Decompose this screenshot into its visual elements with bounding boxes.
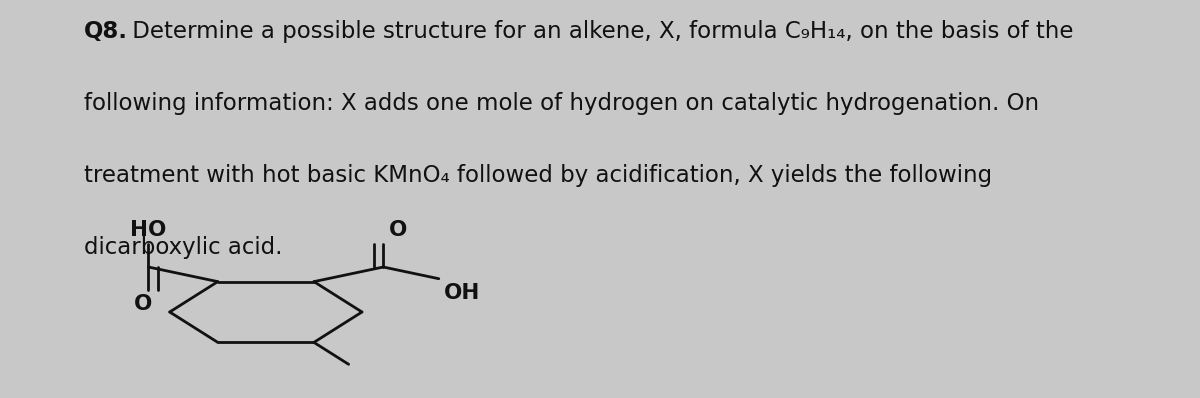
Text: Q8.: Q8. (84, 20, 128, 43)
Text: OH: OH (444, 283, 480, 302)
Text: HO: HO (131, 220, 167, 240)
Text: Determine a possible structure for an alkene, X, formula C₉H₁₄, on the basis of : Determine a possible structure for an al… (125, 20, 1073, 43)
Text: following information: X adds one mole of hydrogen on catalytic hydrogenation. O: following information: X adds one mole o… (84, 92, 1039, 115)
Text: O: O (134, 294, 152, 314)
Text: O: O (389, 220, 407, 240)
Text: dicarboxylic acid.: dicarboxylic acid. (84, 236, 283, 259)
Text: treatment with hot basic KMnO₄ followed by acidification, X yields the following: treatment with hot basic KMnO₄ followed … (84, 164, 992, 187)
